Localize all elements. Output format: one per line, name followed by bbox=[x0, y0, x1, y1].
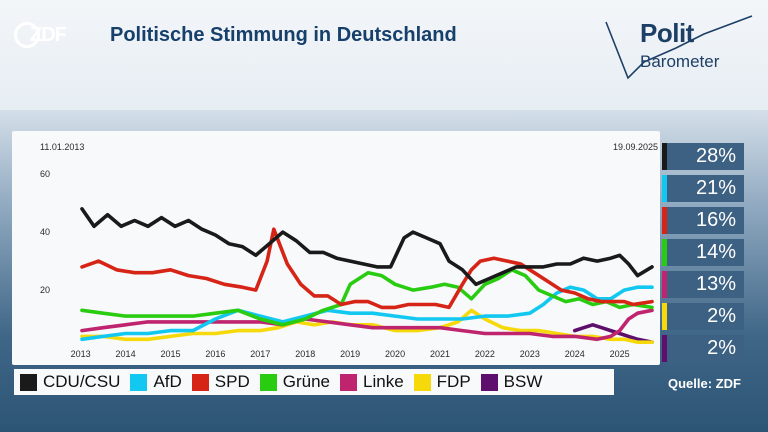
x-tick-label-2019: 2019 bbox=[340, 349, 360, 359]
result-value-gr-ne: 14% bbox=[695, 241, 736, 263]
result-badge-linke: 13% bbox=[662, 271, 744, 298]
legend-item-spd: SPD bbox=[191, 372, 250, 392]
legend-label-linke: Linke bbox=[363, 372, 404, 391]
legend-label-bsw: BSW bbox=[503, 372, 543, 391]
result-badge-color-cdu-csu bbox=[662, 143, 667, 170]
legend-item-afd: AfD bbox=[130, 372, 182, 392]
series-line-afd bbox=[80, 285, 654, 342]
result-badge-cdu-csu: 28% bbox=[662, 143, 744, 170]
politbarometer-logo: Polit Barometer bbox=[600, 10, 760, 82]
legend-swatch-fdp bbox=[413, 373, 431, 391]
result-value-afd: 21% bbox=[695, 177, 736, 199]
y-tick-label-60: 60 bbox=[40, 169, 50, 179]
x-tick-label-2024: 2024 bbox=[565, 349, 585, 359]
result-badge-gr-ne: 14% bbox=[662, 239, 744, 266]
series-line-bsw bbox=[572, 323, 654, 344]
result-badge-color-spd bbox=[662, 207, 667, 234]
x-tick-label-2021: 2021 bbox=[430, 349, 450, 359]
result-value-spd: 16% bbox=[695, 209, 736, 231]
result-badge-color-fdp bbox=[662, 303, 667, 330]
series-line-cdu-csu bbox=[80, 207, 654, 287]
legend-label-fdp: FDP bbox=[436, 372, 471, 391]
politbarometer-word-barometer: Barometer bbox=[640, 52, 720, 71]
legend-item-bsw: BSW bbox=[480, 372, 543, 392]
result-value-linke: 13% bbox=[695, 273, 736, 295]
result-badge-color-linke bbox=[662, 271, 667, 298]
politbarometer-word-polit: Polit bbox=[640, 18, 694, 48]
result-badge-bsw: 2% bbox=[662, 335, 744, 362]
legend-item-cdu-csu: CDU/CSU bbox=[20, 372, 120, 392]
x-tick-label-2018: 2018 bbox=[295, 349, 315, 359]
x-tick-label-2014: 2014 bbox=[116, 349, 136, 359]
y-tick-label-20: 20 bbox=[40, 285, 50, 295]
legend-item-linke: Linke bbox=[340, 372, 404, 392]
legend-swatch-cdu-csu bbox=[20, 373, 37, 391]
legend-swatch-afd bbox=[130, 373, 148, 391]
result-badge-color-gr-ne bbox=[662, 239, 667, 266]
result-badge-spd: 16% bbox=[662, 207, 744, 234]
date-end-label: 19.09.2025 bbox=[612, 142, 658, 152]
zdf-logo-ring bbox=[14, 22, 40, 48]
zdf-logo-text: ZDF bbox=[30, 23, 67, 46]
result-badge-color-bsw bbox=[662, 335, 667, 362]
chart-panel: 11.01.2013 19.09.2025 20 40 60 2013 2014 2015… bbox=[12, 131, 660, 365]
result-value-cdu-csu: 28% bbox=[695, 145, 736, 167]
date-start-label: 11.01.2013 bbox=[40, 142, 85, 152]
series-line-linke bbox=[80, 308, 654, 342]
series-line-spd bbox=[80, 227, 654, 310]
legend-swatch-bsw bbox=[480, 373, 498, 391]
legend-item-fdp: FDP bbox=[413, 372, 471, 392]
x-tick-label-2022: 2022 bbox=[475, 349, 495, 359]
chart-legend: CDU/CSU AfD SPD Grüne Linke FDP BSW bbox=[14, 369, 614, 395]
source-label: Quelle: ZDF bbox=[668, 376, 741, 391]
x-tick-label-2017: 2017 bbox=[250, 349, 270, 359]
x-tick-label-2020: 2020 bbox=[385, 349, 405, 359]
legend-item-gr-ne: Grüne bbox=[259, 372, 331, 392]
series-line-gr-ne bbox=[80, 268, 654, 327]
header-band bbox=[0, 0, 768, 110]
legend-label-spd: SPD bbox=[214, 372, 250, 391]
result-badge-fdp: 2% bbox=[662, 303, 744, 330]
x-tick-label-2013: 2013 bbox=[71, 349, 91, 359]
result-value-bsw: 2% bbox=[707, 337, 736, 359]
politbarometer-logo-graphic bbox=[605, 15, 753, 80]
result-value-fdp: 2% bbox=[707, 305, 736, 327]
result-badge-color-afd bbox=[662, 175, 667, 202]
x-tick-label-2023: 2023 bbox=[520, 349, 540, 359]
legend-label-cdu-csu: CDU/CSU bbox=[43, 372, 121, 391]
x-tick-label-2025: 2025 bbox=[610, 349, 630, 359]
legend-label-afd: AfD bbox=[153, 372, 182, 391]
x-tick-label-2016: 2016 bbox=[205, 349, 225, 359]
legend-swatch-spd bbox=[191, 373, 209, 391]
legend-swatch-gr-ne bbox=[259, 373, 277, 391]
legend-swatch-linke bbox=[340, 373, 358, 391]
line-chart: 20 40 60 2013 2014 2015 2016 2017 2018 2019 2020 20… bbox=[40, 169, 654, 359]
y-tick-label-40: 40 bbox=[40, 227, 50, 237]
page-title: Politische Stimmung in Deutschland bbox=[110, 24, 457, 46]
zdf-logo: ZDF bbox=[14, 20, 78, 50]
x-tick-label-2015: 2015 bbox=[160, 349, 180, 359]
legend-label-gr-ne: Grüne bbox=[282, 372, 331, 391]
result-badge-afd: 21% bbox=[662, 175, 744, 202]
